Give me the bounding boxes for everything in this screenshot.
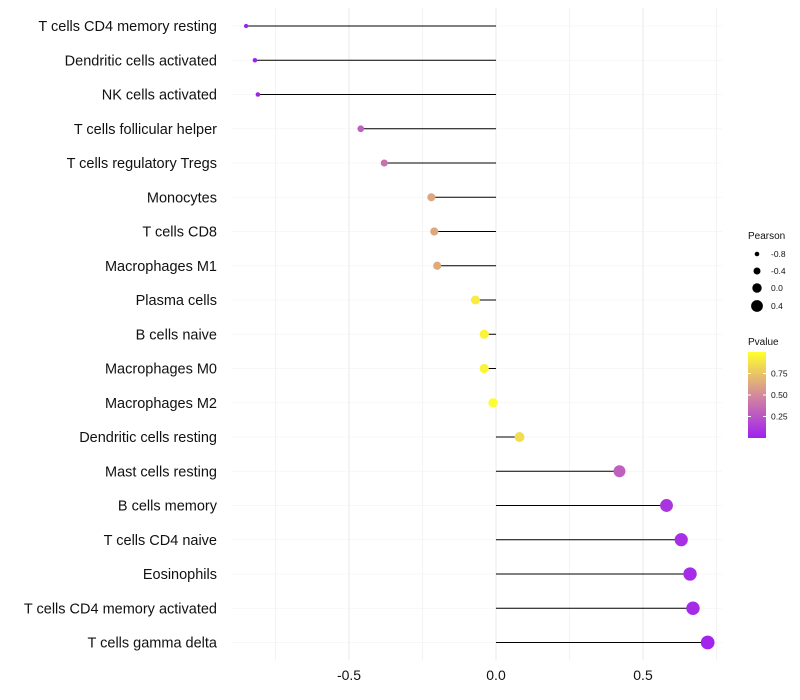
category-label: Mast cells resting bbox=[105, 464, 217, 480]
lollipop-point bbox=[357, 125, 365, 133]
x-tick-label: 0.5 bbox=[633, 667, 653, 683]
lollipop-point bbox=[243, 23, 249, 29]
lollipop-point bbox=[433, 261, 442, 270]
category-label: NK cells activated bbox=[102, 88, 217, 104]
size-legend-dot bbox=[751, 300, 763, 312]
lollipop-point bbox=[683, 567, 697, 581]
category-label: T cells gamma delta bbox=[88, 636, 218, 652]
lollipop-point bbox=[700, 635, 715, 650]
category-label: B cells memory bbox=[118, 499, 218, 515]
pvalue-color-legend: Pvalue 0.75 0.50 0.25 bbox=[748, 337, 788, 438]
lollipop-point bbox=[514, 432, 525, 442]
size-legend-dot bbox=[753, 267, 761, 275]
color-legend-label: 0.25 bbox=[771, 412, 788, 422]
category-label: Macrophages M0 bbox=[105, 362, 217, 378]
lollipop-point bbox=[660, 499, 673, 512]
lollipop-point bbox=[255, 92, 261, 97]
color-legend-title: Pvalue bbox=[748, 337, 779, 348]
category-label: Eosinophils bbox=[143, 567, 217, 583]
category-label: Dendritic cells resting bbox=[79, 430, 217, 446]
size-legend-dot bbox=[752, 283, 762, 293]
size-legend-label: -0.4 bbox=[771, 266, 786, 276]
pvalue-colorbar bbox=[748, 352, 766, 438]
pearson-size-legend: Pearson -0.8 -0.4 0.0 0.4 bbox=[748, 231, 786, 312]
category-label: Macrophages M2 bbox=[105, 396, 217, 412]
lollipop-point bbox=[470, 295, 480, 305]
lollipop-point bbox=[380, 159, 388, 167]
size-legend-title: Pearson bbox=[748, 231, 785, 242]
color-legend-label: 0.75 bbox=[771, 369, 788, 379]
category-label: T cells CD4 memory resting bbox=[38, 19, 217, 35]
category-label: Dendritic cells activated bbox=[65, 53, 217, 69]
size-legend-label: 0.4 bbox=[771, 301, 783, 311]
size-legend-label: -0.8 bbox=[771, 249, 786, 259]
lollipop-point bbox=[479, 363, 489, 374]
category-label: T cells CD8 bbox=[142, 225, 217, 241]
category-label: Plasma cells bbox=[136, 293, 217, 309]
lollipop-point bbox=[252, 58, 258, 63]
grid-lines bbox=[232, 8, 722, 660]
category-labels: T cells CD4 memory resting Dendritic cell… bbox=[24, 19, 218, 652]
lollipop-point bbox=[430, 227, 439, 236]
category-label: Monocytes bbox=[147, 190, 217, 206]
lollipop-points bbox=[243, 23, 715, 650]
category-label: T cells CD4 naive bbox=[104, 533, 217, 549]
lollipop-point bbox=[488, 398, 498, 408]
category-label: Macrophages M1 bbox=[105, 259, 217, 275]
lollipop-point bbox=[427, 193, 436, 202]
x-axis-ticks: -0.5 0.0 0.5 bbox=[337, 667, 653, 683]
category-label: T cells follicular helper bbox=[74, 122, 217, 138]
lollipop-point bbox=[686, 601, 700, 615]
size-legend-dot bbox=[754, 251, 760, 257]
lollipop-point bbox=[613, 465, 626, 478]
lollipop-point bbox=[479, 329, 489, 339]
x-tick-label: 0.0 bbox=[486, 667, 506, 683]
size-legend-label: 0.0 bbox=[771, 283, 783, 293]
category-label: T cells CD4 memory activated bbox=[24, 601, 217, 617]
lollipop-point bbox=[674, 533, 688, 547]
x-tick-label: -0.5 bbox=[337, 667, 361, 683]
color-legend-label: 0.50 bbox=[771, 390, 788, 400]
category-label: T cells regulatory Tregs bbox=[67, 156, 217, 172]
category-label: B cells naive bbox=[136, 327, 217, 343]
